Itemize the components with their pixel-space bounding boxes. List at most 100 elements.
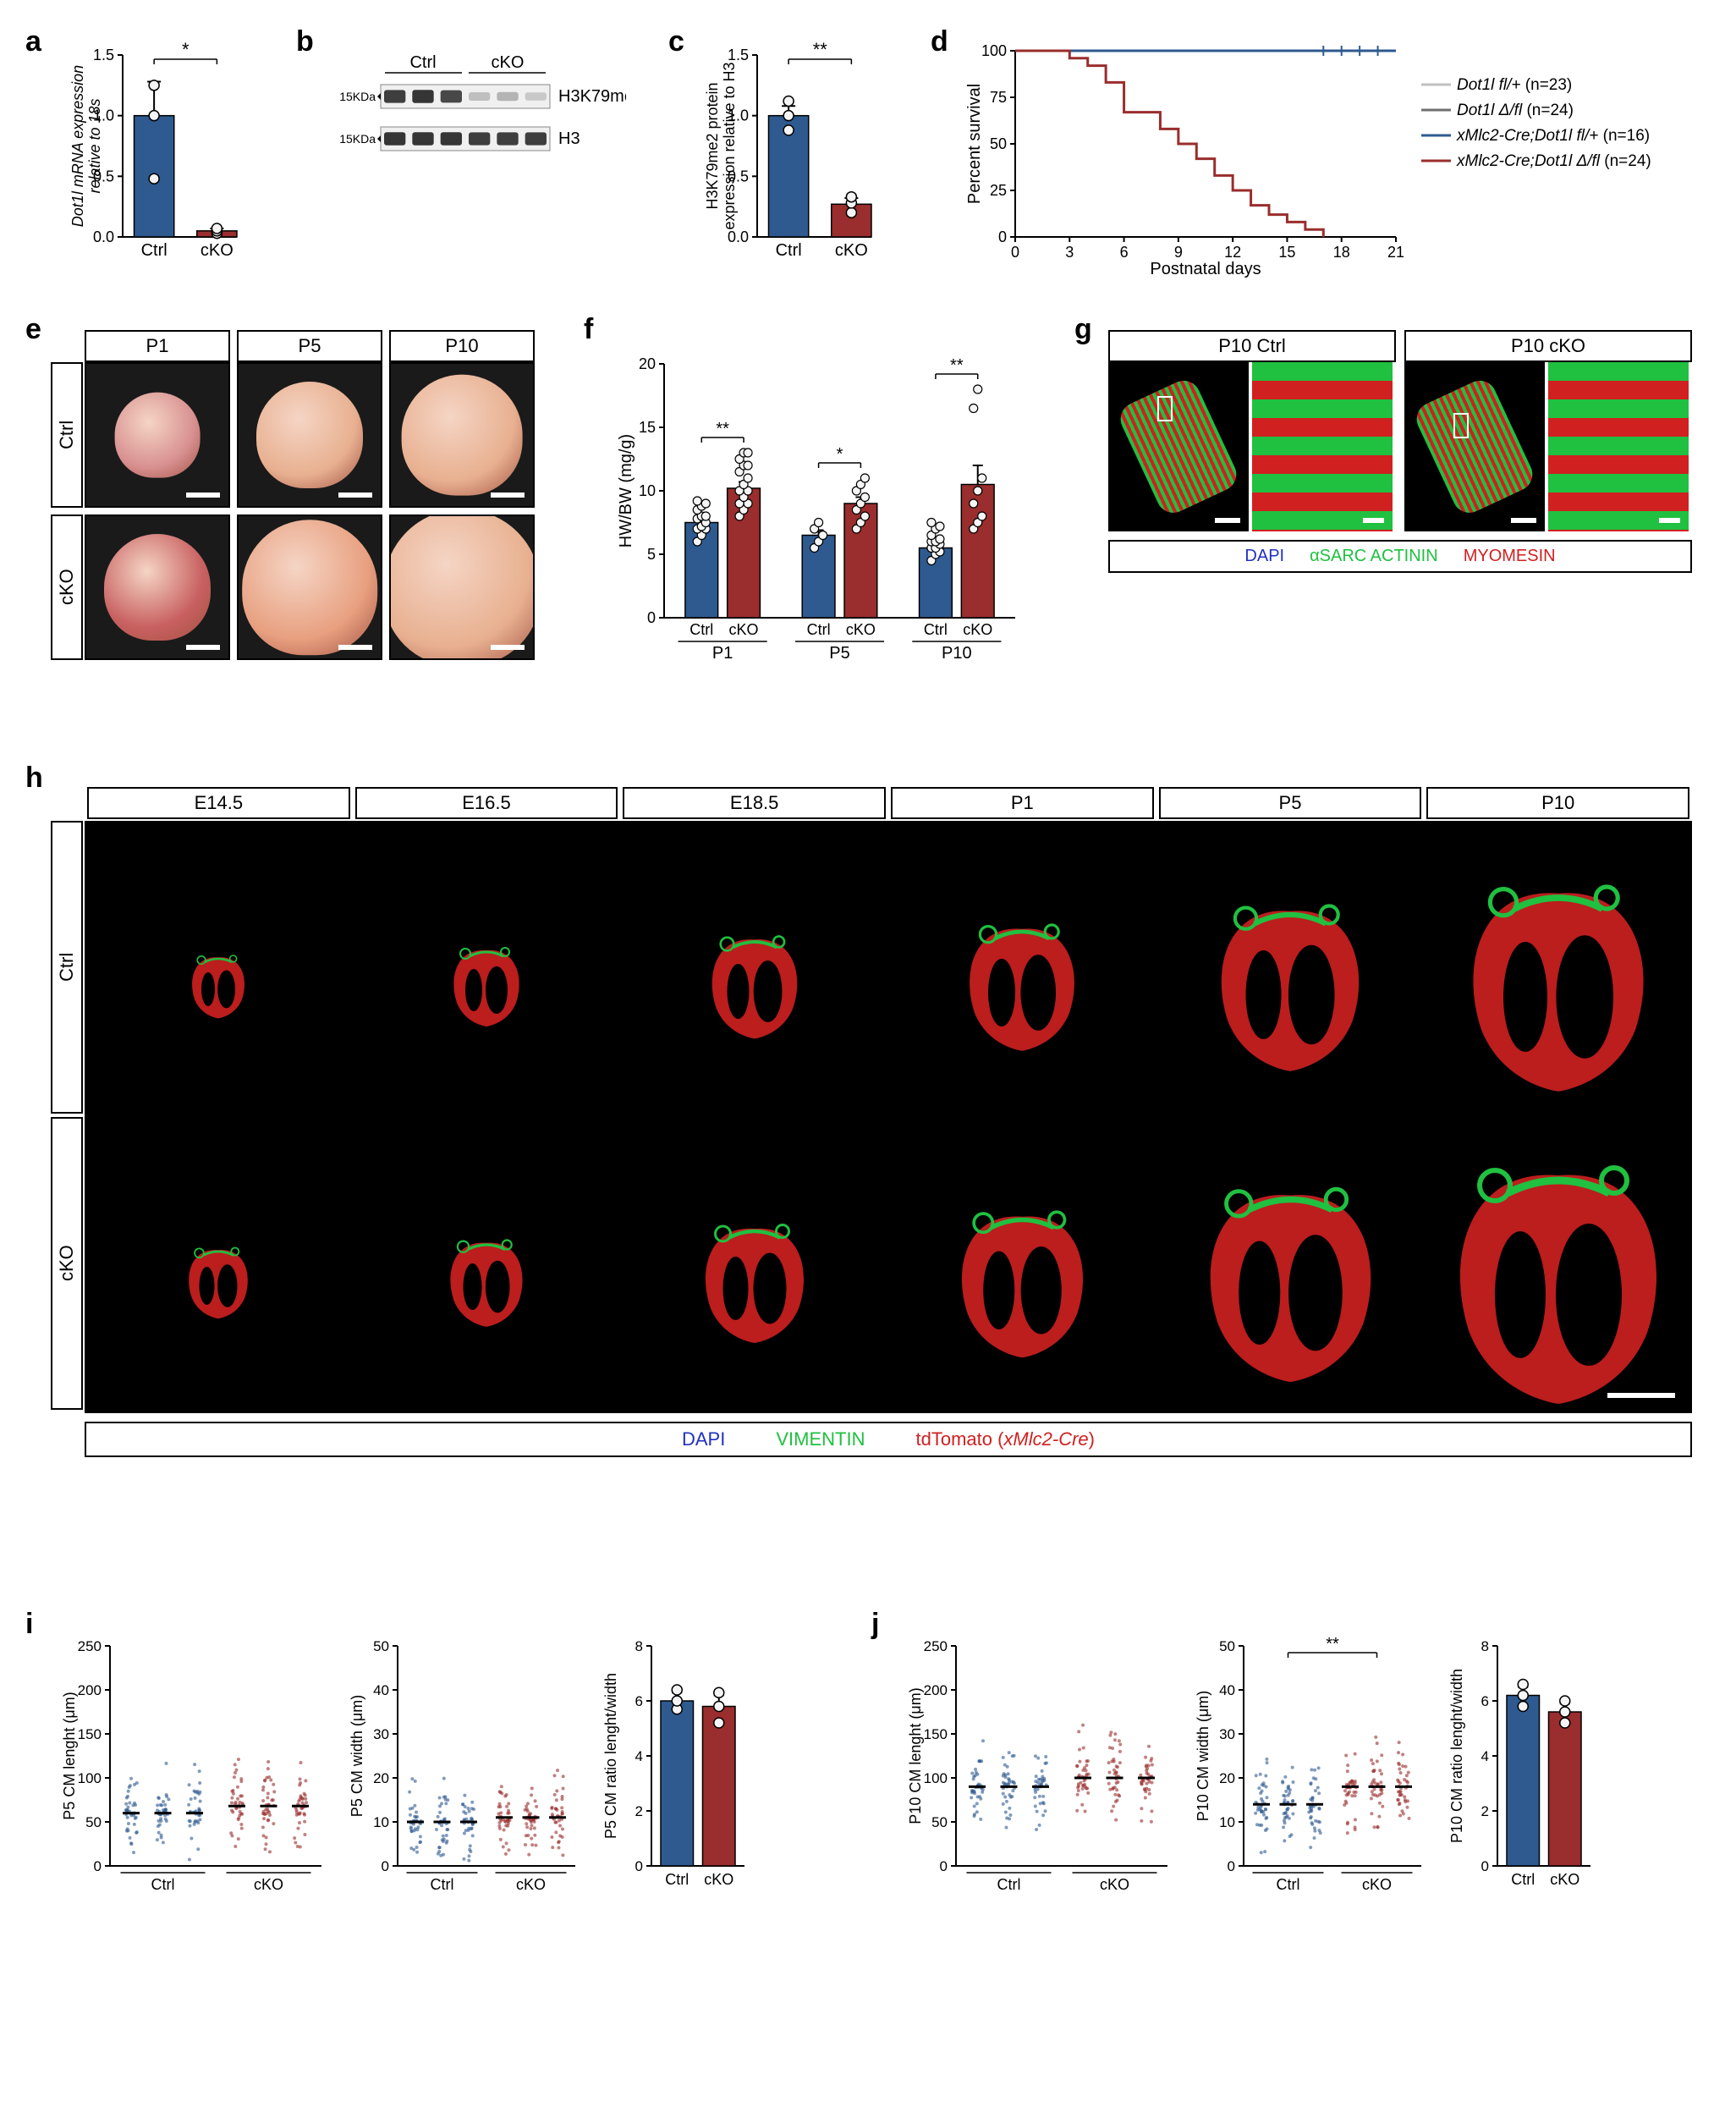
svg-text:15: 15 — [1278, 244, 1295, 261]
svg-text:10: 10 — [1219, 1814, 1235, 1830]
heart-section-Ctrl-E16.5 — [444, 944, 529, 1028]
heart-section-Ctrl-E14.5 — [184, 952, 252, 1020]
panel-g-legend: DAPIαSARC ACTININMYOMESIN — [1108, 540, 1692, 573]
sarcomere-0-main — [1108, 362, 1249, 531]
svg-text:xMlc2-Cre;Dot1l fl/+ (n=16): xMlc2-Cre;Dot1l fl/+ (n=16) — [1456, 127, 1650, 145]
panel-label-c: c — [668, 25, 684, 58]
svg-text:0: 0 — [1228, 1858, 1235, 1874]
svg-text:0.0: 0.0 — [728, 228, 749, 245]
svg-text:P10 CM width (μm): P10 CM width (μm) — [1195, 1691, 1211, 1821]
svg-text:P5 CM lenght (μm): P5 CM lenght (μm) — [61, 1692, 78, 1819]
svg-text:Ctrl: Ctrl — [689, 621, 713, 638]
svg-text:cKO: cKO — [963, 621, 992, 638]
svg-text:4: 4 — [635, 1748, 643, 1764]
svg-text:Dot1l mRNA expression: Dot1l mRNA expression — [69, 65, 86, 227]
svg-text:8: 8 — [1481, 1638, 1489, 1654]
svg-text:P5 CM ratio lenght/width: P5 CM ratio lenght/width — [602, 1673, 619, 1839]
svg-text:200: 200 — [78, 1682, 102, 1698]
panel-h-row-Ctrl: Ctrl — [51, 821, 83, 1114]
svg-text:3: 3 — [1065, 244, 1074, 261]
heart-section-cKO-E14.5 — [180, 1244, 256, 1320]
heart-section-Ctrl-P5 — [1201, 897, 1379, 1075]
heart-cKO-P10 — [389, 514, 535, 660]
svg-text:*: * — [837, 445, 843, 464]
panel-e-col-P10: P10 — [389, 330, 535, 362]
heart-Ctrl-P5 — [237, 362, 382, 508]
svg-text:xMlc2-Cre;Dot1l Δ/fl (n=24): xMlc2-Cre;Dot1l Δ/fl (n=24) — [1456, 152, 1651, 170]
svg-text:P10 CM lenght (μm): P10 CM lenght (μm) — [907, 1687, 924, 1824]
panel-e-row-cKO: cKO — [51, 514, 83, 660]
svg-text:Ctrl: Ctrl — [431, 1876, 454, 1893]
svg-text:expression relative to H3: expression relative to H3 — [721, 62, 738, 229]
sarcomere-1-zoom — [1548, 362, 1689, 531]
svg-text:H3: H3 — [558, 129, 580, 148]
panel-label-f: f — [584, 313, 593, 346]
heart-section-cKO-P1 — [944, 1204, 1101, 1361]
svg-text:0: 0 — [635, 1858, 643, 1874]
svg-text:cKO: cKO — [835, 241, 868, 260]
svg-text:cKO: cKO — [254, 1876, 283, 1893]
svg-text:Ctrl: Ctrl — [151, 1876, 175, 1893]
svg-text:250: 250 — [924, 1638, 948, 1654]
svg-text:10: 10 — [373, 1814, 389, 1830]
panel-label-a: a — [25, 25, 41, 58]
svg-text:0: 0 — [382, 1858, 389, 1874]
svg-text:0: 0 — [1011, 244, 1019, 261]
svg-text:20: 20 — [373, 1770, 389, 1786]
heart-cKO-P1 — [85, 514, 230, 660]
svg-text:P10: P10 — [942, 644, 972, 663]
panel-label-e: e — [25, 313, 41, 346]
panel-g-col-0: P10 Ctrl — [1108, 330, 1396, 362]
svg-text:20: 20 — [1219, 1770, 1235, 1786]
svg-text:6: 6 — [635, 1693, 643, 1709]
panel-f-chart: 05101520CtrlcKO**P1CtrlcKO*P5CtrlcKO**P1… — [618, 338, 1024, 677]
svg-text:P5 CM width (μm): P5 CM width (μm) — [349, 1695, 365, 1817]
panel-label-b: b — [296, 25, 314, 58]
svg-text:0: 0 — [647, 609, 656, 626]
svg-text:**: ** — [950, 356, 964, 375]
svg-text:250: 250 — [78, 1638, 102, 1654]
heart-Ctrl-P10 — [389, 362, 535, 508]
panel-j-charts: 050100150200250CtrlcKOP10 CM lenght (μm)… — [905, 1625, 1684, 1921]
panel-b-blot: CtrlcKO15KDaH3K79me215KDaH3 — [330, 51, 626, 220]
panel-e-row-Ctrl: Ctrl — [51, 362, 83, 508]
heart-section-Ctrl-P10 — [1448, 876, 1668, 1096]
svg-text:40: 40 — [373, 1682, 389, 1698]
svg-text:6: 6 — [1481, 1693, 1489, 1709]
sarcomere-1-main — [1404, 362, 1545, 531]
svg-text:5: 5 — [647, 546, 656, 563]
svg-text:relative to 18s: relative to 18s — [86, 98, 103, 193]
svg-text:25: 25 — [990, 182, 1007, 199]
svg-text:cKO: cKO — [704, 1871, 733, 1888]
svg-text:50: 50 — [373, 1638, 389, 1654]
svg-text:30: 30 — [373, 1726, 389, 1742]
svg-text:**: ** — [813, 39, 828, 60]
panel-e-col-P5: P5 — [237, 330, 382, 362]
panel-label-j: j — [871, 1608, 879, 1641]
svg-text:Ctrl: Ctrl — [141, 241, 168, 260]
heart-section-cKO-E18.5 — [691, 1219, 818, 1345]
svg-text:100: 100 — [78, 1770, 102, 1786]
svg-text:10: 10 — [639, 482, 656, 499]
svg-text:9: 9 — [1174, 244, 1183, 261]
svg-text:0: 0 — [940, 1858, 948, 1874]
svg-text:cKO: cKO — [729, 621, 759, 638]
svg-text:Ctrl: Ctrl — [807, 621, 831, 638]
panel-label-i: i — [25, 1608, 33, 1641]
svg-text:cKO: cKO — [201, 241, 233, 260]
panel-c-chart: 0.00.51.01.5CtrlcKO**H3K79me2 proteinexp… — [702, 34, 880, 271]
heart-Ctrl-P1 — [85, 362, 230, 508]
panel-h-scalebar — [1607, 1393, 1675, 1398]
svg-text:4: 4 — [1481, 1748, 1489, 1764]
sarcomere-0-zoom — [1252, 362, 1393, 531]
panel-label-g: g — [1074, 313, 1092, 346]
heart-section-cKO-P10 — [1431, 1155, 1685, 1409]
svg-text:40: 40 — [1219, 1682, 1235, 1698]
svg-text:0: 0 — [1481, 1858, 1489, 1874]
svg-text:cKO: cKO — [846, 621, 876, 638]
panel-h-col-E16.5: E16.5 — [355, 787, 618, 819]
panel-h-images: E14.5E16.5E18.5P1P5P10Ctrl — [51, 787, 1692, 1498]
svg-text:6: 6 — [1120, 244, 1129, 261]
panel-g-col-1: P10 cKO — [1404, 330, 1692, 362]
svg-text:20: 20 — [639, 355, 656, 372]
